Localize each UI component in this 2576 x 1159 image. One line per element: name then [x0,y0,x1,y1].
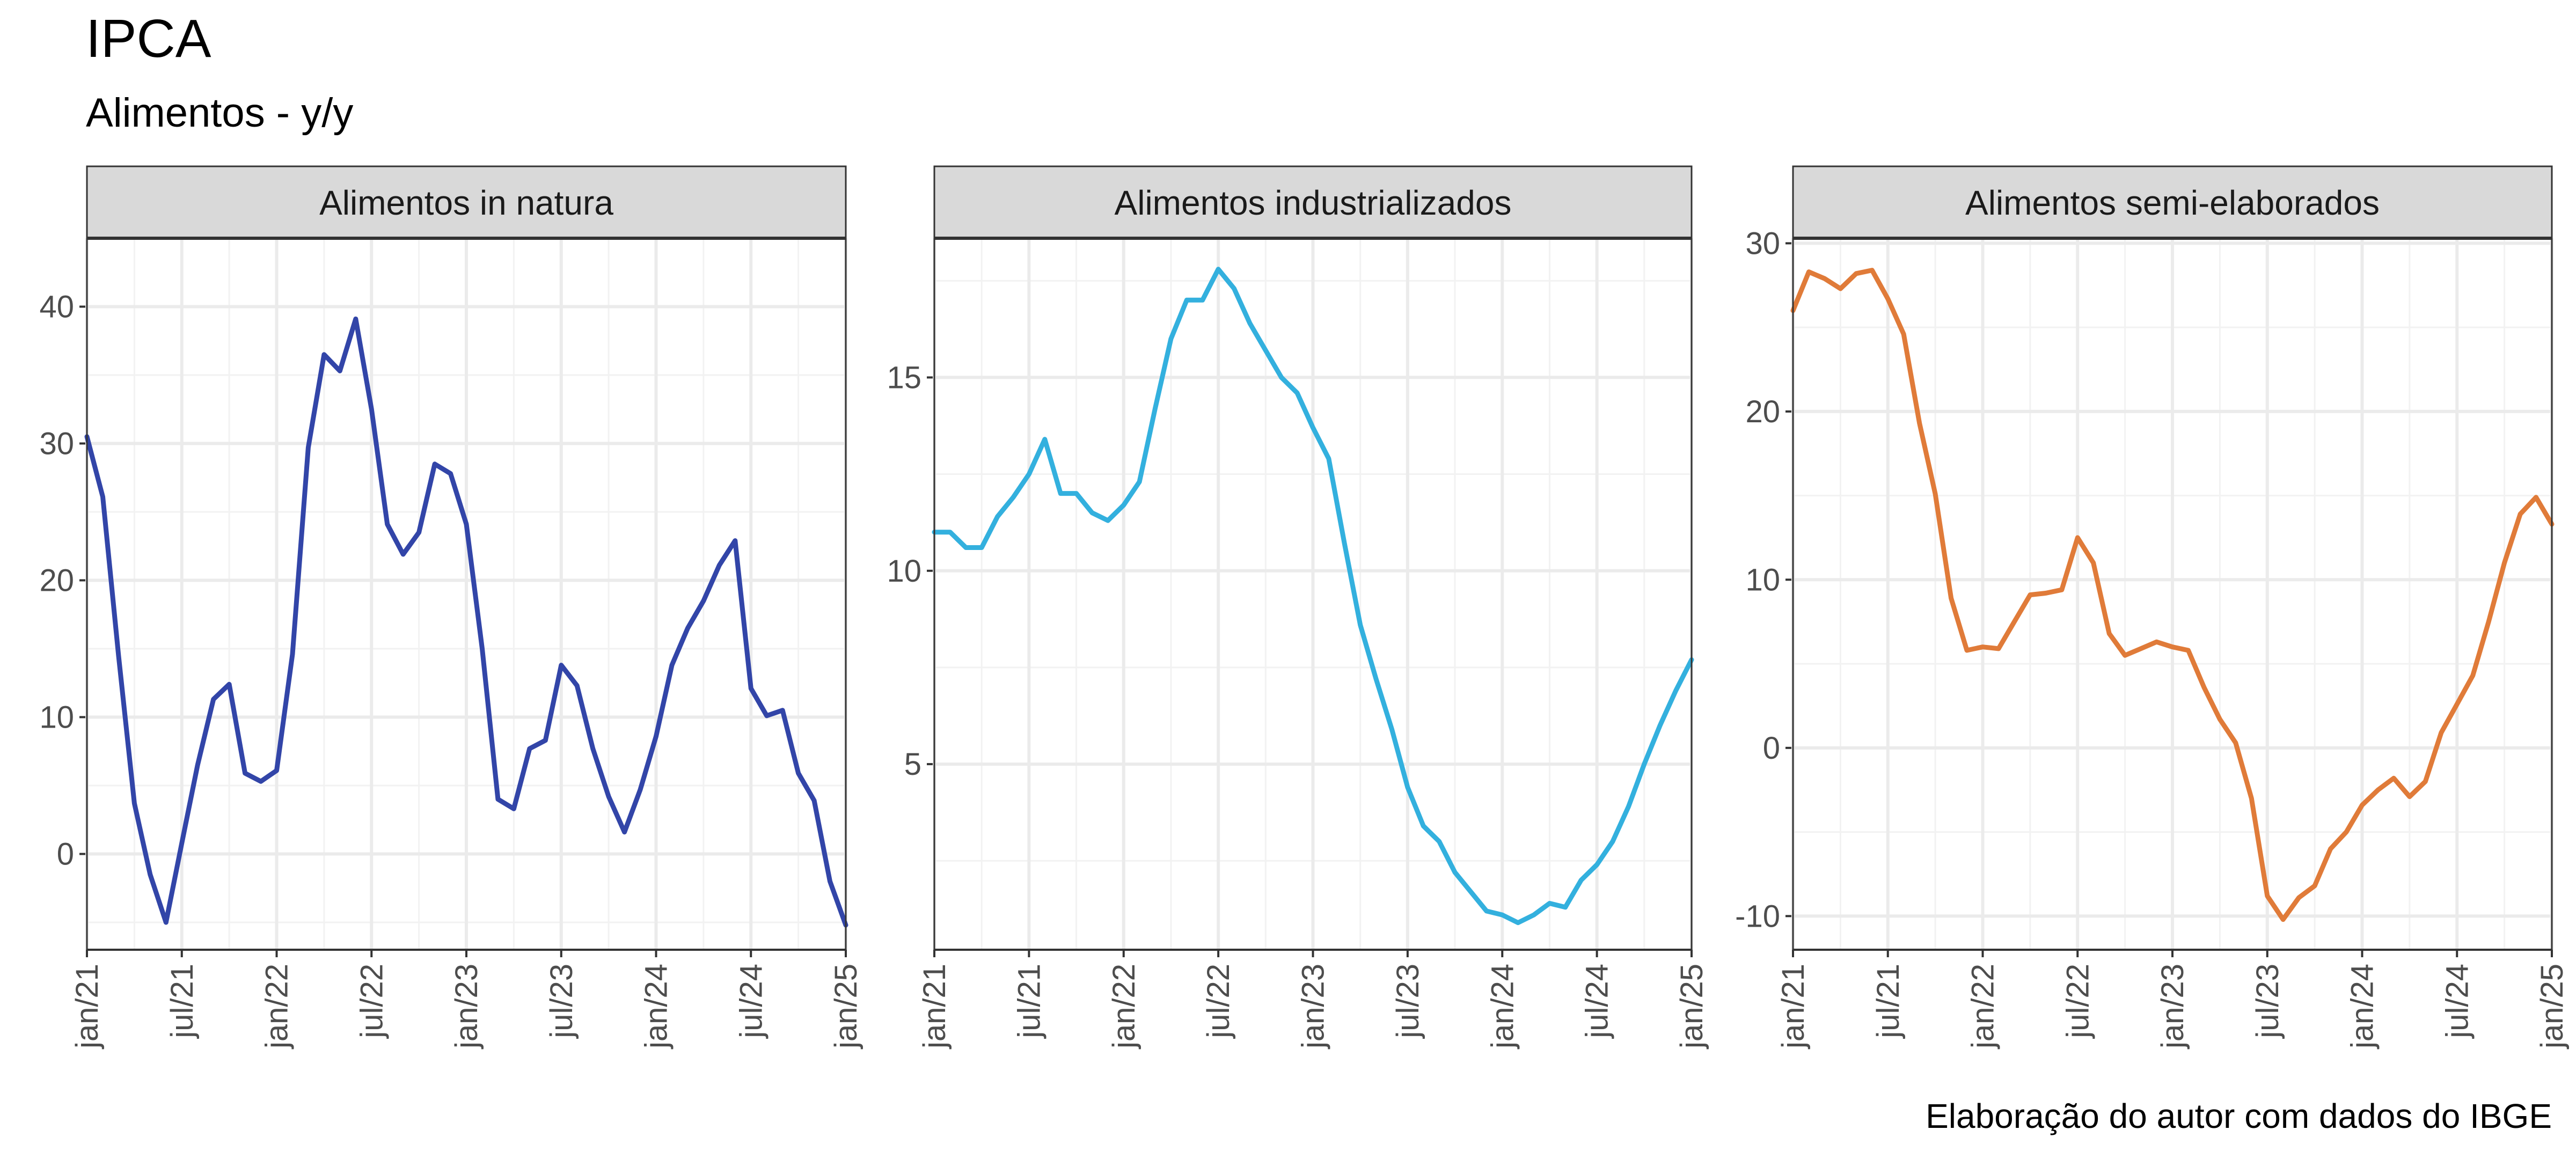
x-tick-label: jan/21 [1776,964,1811,1050]
x-tick-label: jan/25 [829,964,863,1050]
y-tick-label: 10 [887,554,921,589]
x-tick-label: jan/23 [2155,964,2190,1050]
y-tick-label: 10 [1745,562,1780,597]
x-tick-label: jul/24 [734,964,769,1039]
x-tick-label: jul/24 [2440,964,2475,1039]
x-tick-label: jul/21 [165,964,200,1039]
y-tick-label: 40 [39,290,74,325]
chart-title: IPCA [86,9,211,69]
facet-panels: 0 10 20 30 40 jan/21 jul/21 jan/22 jul/22 jan/23 j… [39,165,2570,1050]
y-tick-label: 5 [904,747,921,782]
facet-strip-label: Alimentos industrializados [1115,184,1512,222]
x-tick-label: jul/22 [2060,964,2095,1039]
y-tick-label: 20 [1745,394,1780,429]
facet-panel-2: 5 10 15 jan/21 jul/21 jan/22 jul/22 jan/23 jul/2… [887,165,1709,1050]
x-tick-label: jul/23 [544,964,579,1039]
x-tick-label: jan/22 [1107,964,1141,1050]
series-line-1 [84,316,848,928]
x-tick-label: jan/21 [70,964,105,1050]
x-tick-label: jan/21 [917,964,952,1050]
x-tick-label: jan/24 [2345,964,2380,1050]
y-tick-label: 15 [887,360,921,395]
x-tick-label: jan/22 [1966,964,2001,1050]
facet-strip [1792,165,2553,239]
x-tick-label: jan/23 [1296,964,1331,1050]
y-tick-label: 20 [39,563,74,598]
x-tick-label: jul/22 [1201,964,1236,1039]
x-tick-label: jan/25 [2535,964,2570,1050]
x-tick-label: jul/23 [2250,964,2285,1039]
facet-strip-label: Alimentos semi-elaborados [1965,184,2380,222]
x-tick-label: jan/24 [1485,964,1520,1050]
chart-caption: Elaboração do autor com dados do IBGE [1926,1097,2552,1135]
x-tick-label: jul/23 [1391,964,1425,1039]
facet-strip-label: Alimentos in natura [319,184,613,222]
y-tick-label: -10 [1735,899,1780,934]
facet-panel-3: -10 0 10 20 30 jan/21 jul/21 jan/22 jul/22 jan/23… [1735,165,2570,1050]
chart-subtitle: Alimentos - y/y [86,90,353,136]
x-tick-label: jul/21 [1871,964,1906,1039]
y-tick-label: 0 [1763,731,1780,766]
y-tick-label: 0 [57,837,74,872]
y-tick-label: 10 [39,700,74,735]
x-tick-label: jul/24 [1580,964,1615,1039]
facet-panel-1: 0 10 20 30 40 jan/21 jul/21 jan/22 jul/22 jan/23 j… [39,165,863,1050]
x-tick-label: jul/21 [1012,964,1046,1039]
series-line-3 [1790,268,2555,922]
x-tick-label: jan/24 [639,964,674,1050]
x-tick-label: jan/22 [260,964,295,1050]
x-tick-label: jul/22 [354,964,389,1039]
y-tick-label: 30 [1745,226,1780,261]
x-tick-label: jan/25 [1674,964,1709,1050]
facet-strip [86,165,847,239]
series-line-2 [932,267,1694,926]
x-tick-label: jan/23 [449,964,484,1050]
y-tick-label: 30 [39,427,74,461]
